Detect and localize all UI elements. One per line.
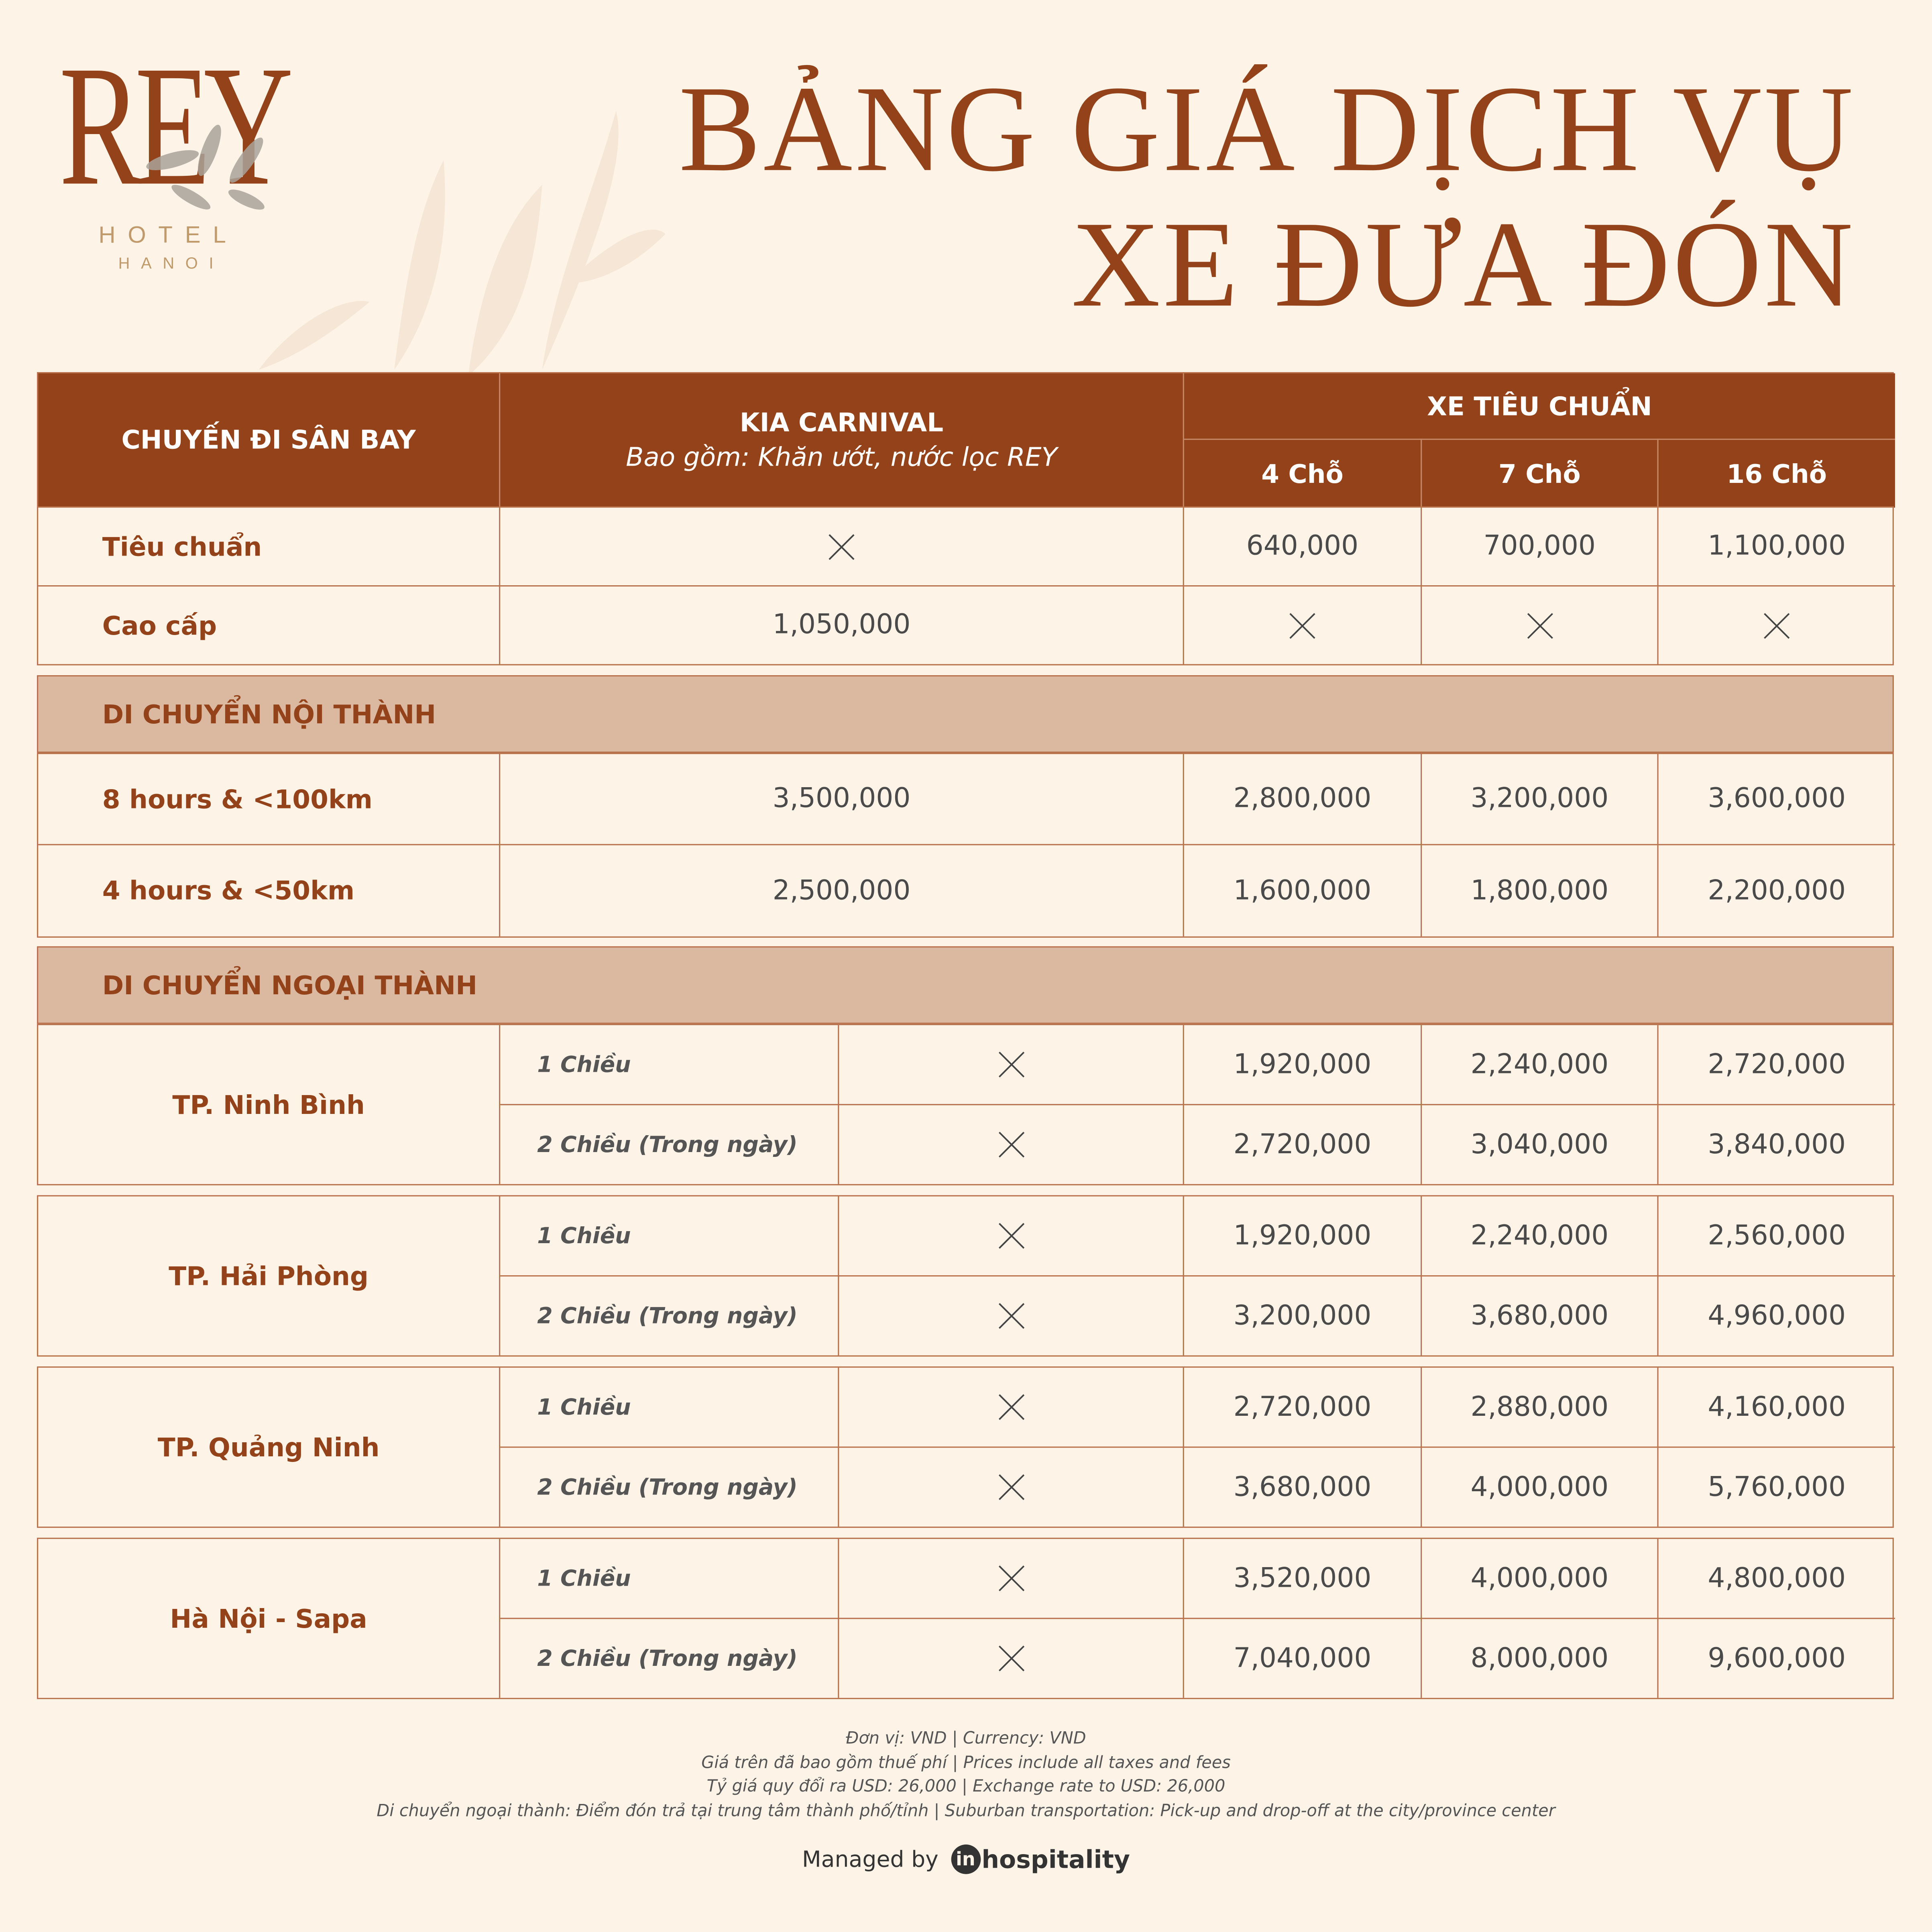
carnival-price-cross-icon: [839, 1368, 1184, 1448]
price-cell: 2,720,000: [1184, 1105, 1422, 1184]
header-standard: XE TIÊU CHUẨN: [1184, 373, 1895, 440]
carnival-price-cross-icon: [839, 1619, 1184, 1698]
carnival-price-cross-icon: [839, 1025, 1184, 1105]
header-16-seats: 16 Chỗ: [1658, 440, 1895, 508]
price-cell-cross-icon: [1659, 586, 1895, 664]
price-cell: 3,200,000: [1422, 754, 1659, 845]
price-cell: 2,720,000: [1658, 1025, 1895, 1105]
header-carnival-title: KIA CARNIVAL: [739, 408, 944, 438]
row-label: Cao cấp: [38, 586, 501, 664]
trip-type: 2 Chiều (Trong ngày): [500, 1619, 839, 1698]
trip-type: 2 Chiều (Trong ngày): [500, 1447, 839, 1527]
price-cell: 4,000,000: [1422, 1539, 1659, 1619]
destination-label: TP. Quảng Ninh: [38, 1368, 501, 1527]
footer-note: Đơn vị: VND | Currency: VND: [846, 1728, 1086, 1749]
destination-label: Hà Nội - Sapa: [38, 1539, 501, 1698]
carnival-price: 1,050,000: [500, 586, 1184, 664]
row-label: 8 hours & <100km: [38, 754, 501, 845]
price-cell: 3,680,000: [1184, 1447, 1422, 1527]
price-cell: 3,040,000: [1422, 1105, 1659, 1184]
price-cell: 2,800,000: [1184, 754, 1422, 845]
carnival-price-cross-icon: [839, 1447, 1184, 1527]
price-cell-cross-icon: [1184, 586, 1422, 664]
price-cell: 2,240,000: [1422, 1196, 1659, 1277]
leaf-decoration-icon: [259, 111, 666, 376]
trip-type: 1 Chiều: [500, 1368, 839, 1448]
inhospitality-logo: in hospitality: [951, 1844, 1130, 1874]
price-cell: 3,520,000: [1184, 1539, 1422, 1619]
price-cell: 2,200,000: [1708, 875, 1846, 906]
logo-wordmark: REY: [59, 31, 293, 222]
price-cell: 2,720,000: [1184, 1368, 1422, 1448]
carnival-price-cross-icon: [839, 1105, 1184, 1184]
price-cell: 3,600,000: [1658, 754, 1895, 845]
price-cell: 4,960,000: [1708, 1300, 1846, 1331]
price-cell: 1,920,000: [1184, 1025, 1422, 1105]
price-cell: 1,100,000: [1658, 508, 1895, 587]
table-block: Tiêu chuẩn 640,000 700,000 1,100,000 Cao cấp…: [37, 506, 1895, 666]
carnival-price: 3,500,000: [500, 754, 1184, 845]
row-label: 4 hours & <50km: [38, 845, 501, 936]
footer-note: Tỷ giá quy đổi ra USD: 26,000 | Exchange…: [706, 1777, 1226, 1797]
price-cell: 1,800,000: [1422, 845, 1659, 936]
price-cell: 7,040,000: [1184, 1619, 1422, 1698]
header-carnival: KIA CARNIVAL Bao gồm: Khăn ướt, nước lọc…: [500, 373, 1184, 508]
price-cell: 640,000: [1184, 507, 1422, 587]
header-carnival-subtitle: Bao gồm: Khăn ướt, nước lọc REY: [626, 442, 1057, 472]
price-cell: 4,160,000: [1658, 1368, 1895, 1448]
price-cell: 2,240,000: [1422, 1025, 1659, 1105]
price-cell-cross-icon: [1422, 586, 1659, 664]
carnival-price-cross-icon: [839, 1539, 1184, 1619]
price-cell: 2,880,000: [1422, 1368, 1659, 1448]
price-cell: 1,920,000: [1184, 1196, 1422, 1277]
logo-hotel-text: HOTEL: [98, 223, 238, 249]
logo-hanoi-text: HANOI: [118, 254, 225, 273]
trip-type: 2 Chiều (Trong ngày): [500, 1276, 839, 1356]
price-cell: 8,000,000: [1422, 1619, 1659, 1698]
header-airport: CHUYẾN ĐI SÂN BAY: [38, 373, 501, 508]
table-block: 8 hours & <100km 3,500,000 2,800,000 3,200,…: [37, 753, 1895, 938]
section-suburban: DI CHUYỂN NGOẠI THÀNH: [37, 946, 1894, 1024]
price-cell: 4,000,000: [1422, 1447, 1659, 1527]
inhospitality-text: hospitality: [981, 1844, 1130, 1874]
footer-note: Giá trên đã bao gồm thuế phí | Prices in…: [701, 1753, 1231, 1773]
destination-block: Hà Nội - Sapa 1 Chiều 3,520,000 4,000,000 4,…: [37, 1537, 1895, 1699]
carnival-price: 2,500,000: [500, 845, 1184, 936]
price-cell: 3,200,000: [1184, 1276, 1422, 1356]
page-title-line2: XE ĐƯA ĐÓN: [1071, 196, 1856, 333]
destination-label: TP. Hải Phòng: [38, 1196, 501, 1356]
price-cell: 9,600,000: [1708, 1643, 1846, 1674]
price-cell: 2,560,000: [1658, 1196, 1895, 1277]
destination-block: TP. Hải Phòng 1 Chiều 1,920,000 2,240,000 2,…: [37, 1195, 1895, 1357]
destination-label: TP. Ninh Bình: [38, 1025, 501, 1184]
trip-type: 2 Chiều (Trong ngày): [500, 1105, 839, 1184]
price-cell: 3,840,000: [1708, 1129, 1846, 1160]
destination-block: TP. Quảng Ninh 1 Chiều 2,720,000 2,880,000 4…: [37, 1366, 1895, 1528]
price-cell: 700,000: [1422, 507, 1659, 587]
carnival-price-cross-icon: [500, 507, 1184, 587]
inhospitality-mark: in: [951, 1844, 981, 1874]
price-cell: 5,760,000: [1708, 1472, 1846, 1503]
trip-type: 1 Chiều: [500, 1196, 839, 1277]
carnival-price-cross-icon: [839, 1276, 1184, 1356]
managed-by: Managed by in hospitality: [0, 1844, 1932, 1874]
carnival-price-cross-icon: [839, 1196, 1184, 1277]
price-cell: 3,680,000: [1422, 1276, 1659, 1356]
row-label: Tiêu chuẩn: [38, 507, 501, 587]
logo-leaf-icon: [146, 124, 265, 210]
header-4-seats: 4 Chỗ: [1184, 440, 1422, 508]
trip-type: 1 Chiều: [500, 1025, 839, 1105]
page-title-line1: BẢNG GIÁ DỊCH VỤ: [678, 60, 1856, 197]
table-header: CHUYẾN ĐI SÂN BAY KIA CARNIVAL Bao gồm: …: [37, 372, 1895, 508]
footer-note: Di chuyển ngoại thành: Điểm đón trả tại …: [377, 1801, 1555, 1821]
header-7-seats: 7 Chỗ: [1422, 440, 1659, 508]
price-cell: 1,600,000: [1184, 845, 1422, 936]
trip-type: 1 Chiều: [500, 1539, 839, 1619]
destination-block: TP. Ninh Bình 1 Chiều 1,920,000 2,240,000 2,…: [37, 1024, 1895, 1185]
managed-by-label: Managed by: [802, 1846, 939, 1873]
price-cell: 4,800,000: [1658, 1539, 1895, 1619]
section-inner-city: DI CHUYỂN NỘI THÀNH: [37, 675, 1894, 753]
